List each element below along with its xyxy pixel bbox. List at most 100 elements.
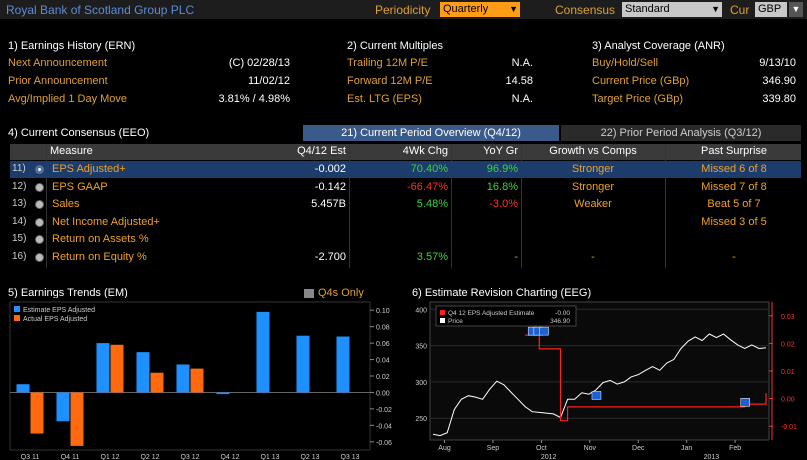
col-4wk-chg[interactable]: 4Wk Chg — [402, 145, 448, 157]
currency-dropdown[interactable]: GBP — [755, 2, 787, 17]
legend-label: Price — [448, 318, 463, 325]
y-tick-label: 0.10 — [376, 308, 390, 315]
y-tick-label: 0.02 — [781, 341, 795, 348]
bar-estimate — [96, 343, 110, 393]
analyst-coverage-title[interactable]: 3) Analyst Coverage (ANR) — [592, 40, 725, 52]
year-label: 2013 — [704, 454, 720, 460]
row-growth-vs-comps: Stronger — [571, 180, 615, 193]
table-row[interactable]: 11) EPS Adjusted+ -0.002 70.40% 96.9% Stronge… — [10, 161, 801, 178]
table-row[interactable]: 12) EPS GAAP -0.142 -66.47% 16.8% Stronger Mis… — [10, 179, 801, 196]
x-tick-label: Q3 13 — [340, 454, 359, 460]
current-price-value: 346.90 — [762, 75, 796, 87]
prior-announcement-value: 11/02/12 — [247, 75, 290, 87]
x-tick-label: Q4 12 — [220, 454, 239, 460]
row-measure[interactable]: Net Income Adjusted+ — [52, 215, 160, 228]
earnings-history-title[interactable]: 1) Earnings History (ERN) — [8, 40, 136, 52]
y-tick-label: 350 — [415, 344, 427, 351]
x-tick-label: Q1 13 — [260, 454, 279, 460]
y-tick-label: 0.00 — [376, 390, 390, 397]
row-4wk-chg: 70.40% — [410, 163, 448, 175]
divider — [521, 144, 522, 268]
bar-estimate — [176, 364, 190, 393]
row-radio[interactable] — [35, 235, 44, 245]
legend-label: Actual EPS Adjusted — [23, 316, 87, 323]
table-row[interactable]: 15) Return on Assets % — [10, 231, 801, 248]
row-radio[interactable] — [35, 253, 44, 262]
avg-move-label: Avg/Implied 1 Day Move — [8, 93, 128, 105]
y-tick-label: 0.00 — [781, 397, 795, 404]
row-number: 12) — [12, 180, 27, 192]
security-title: Royal Bank of Scotland Group PLC — [6, 3, 195, 17]
row-4wk-chg: 5.48% — [416, 198, 448, 211]
row-past-surprise: Missed 6 of 8 — [701, 163, 767, 175]
plot-area — [9, 301, 371, 451]
col-measure[interactable]: Measure — [50, 145, 93, 157]
row-radio[interactable] — [35, 165, 44, 174]
row-measure[interactable]: EPS GAAP — [52, 180, 108, 193]
bar-actual — [190, 368, 204, 393]
row-yoy-gr: 16.8% — [486, 180, 518, 193]
next-announcement-label: Next Announcement — [8, 57, 108, 69]
col-est[interactable]: Q4/12 Est — [297, 145, 346, 157]
row-measure[interactable]: Return on Equity % — [52, 251, 147, 263]
row-4wk-chg: 3.57% — [416, 251, 448, 263]
x-tick-label: Q2 13 — [300, 454, 319, 460]
table-row[interactable]: 13) Sales 5.457B 5.48% -3.0% Weaker Beat 5 of … — [10, 196, 801, 213]
row-measure[interactable]: EPS Adjusted+ — [52, 163, 126, 175]
title-bar — [0, 0, 807, 19]
current-multiples-title[interactable]: 2) Current Multiples — [347, 40, 443, 52]
row-est: 5.457B — [311, 198, 346, 211]
chevron-down-icon[interactable]: ▼ — [789, 2, 803, 17]
q4s-only-checkbox[interactable] — [304, 289, 314, 299]
earnings-trends-title[interactable]: 5) Earnings Trends (EM) — [8, 287, 128, 299]
y-tick-label: -0.02 — [376, 407, 392, 414]
event-marker-icon — [539, 326, 549, 336]
y-tick-label: -0.04 — [376, 423, 392, 430]
bar-actual — [30, 392, 44, 434]
row-past-surprise: Missed 7 of 8 — [701, 180, 767, 193]
x-tick-label: Q1 12 — [100, 454, 119, 460]
row-measure[interactable]: Sales — [52, 198, 80, 211]
earnings-trends-chart[interactable]: 0.10 0.08 0.06 0.04 0.02 0.00 -0.02 -0.04 -0.06 Q… — [8, 298, 406, 460]
legend-swatch — [440, 318, 445, 323]
x-tick-label: Sep — [487, 445, 500, 452]
current-consensus-title[interactable]: 4) Current Consensus (EEO) — [8, 127, 150, 139]
row-growth-vs-comps: - — [591, 251, 595, 263]
table-row[interactable]: 16) Return on Equity % -2.700 3.57% - - - — [10, 249, 801, 266]
tab-current-period[interactable]: 21) Current Period Overview (Q4/12) — [303, 125, 559, 141]
legend-swatch — [440, 310, 445, 315]
row-est: -0.002 — [314, 163, 346, 175]
trailing-pe-value: N.A. — [511, 57, 533, 69]
row-past-surprise: Missed 3 of 5 — [701, 215, 767, 228]
forward-pe-value: 14.58 — [505, 75, 533, 87]
table-row[interactable]: 14) Net Income Adjusted+ Missed 3 of 5 — [10, 214, 801, 231]
col-growth-vs-comps[interactable]: Growth vs Comps — [549, 145, 637, 157]
row-est: -0.142 — [314, 180, 346, 193]
x-tick-label: Q3 11 — [21, 454, 40, 460]
row-radio[interactable] — [35, 182, 44, 192]
price-line — [432, 333, 767, 437]
tab-prior-period[interactable]: 22) Prior Period Analysis (Q3/12) — [561, 125, 801, 141]
x-tick-label: Aug — [438, 445, 451, 452]
col-yoy-gr[interactable]: YoY Gr — [483, 145, 518, 157]
row-measure[interactable]: Return on Assets % — [52, 233, 149, 246]
col-past-surprise[interactable]: Past Surprise — [700, 145, 768, 157]
estimate-revision-chart[interactable]: 400 350 300 250 0.03 0.02 0.01 0.00 -0.01 Aug Sep O… — [404, 298, 807, 460]
y-tick-label: 400 — [415, 307, 427, 314]
x-tick-label: Dec — [632, 445, 645, 452]
chevron-down-icon: ▼ — [711, 4, 720, 14]
periodicity-dropdown[interactable]: Quarterly ▼ — [440, 2, 520, 17]
consensus-dropdown[interactable]: Standard ▼ — [622, 2, 722, 17]
row-yoy-gr: 96.9% — [486, 163, 518, 175]
row-radio[interactable] — [35, 200, 44, 210]
bar-estimate — [336, 336, 350, 393]
estimate-revision-title[interactable]: 6) Estimate Revision Charting (EEG) — [412, 287, 592, 299]
y-tick-label: 0.04 — [376, 358, 390, 365]
buy-hold-sell-label: Buy/Hold/Sell — [592, 57, 659, 69]
row-radio[interactable] — [35, 217, 44, 227]
estimate-revision-line — [525, 334, 767, 422]
row-past-surprise: Beat 5 of 7 — [707, 198, 761, 211]
consensus-value: Standard — [625, 3, 670, 15]
chevron-down-icon: ▼ — [509, 4, 518, 14]
x-tick-label: Jan — [681, 445, 692, 452]
